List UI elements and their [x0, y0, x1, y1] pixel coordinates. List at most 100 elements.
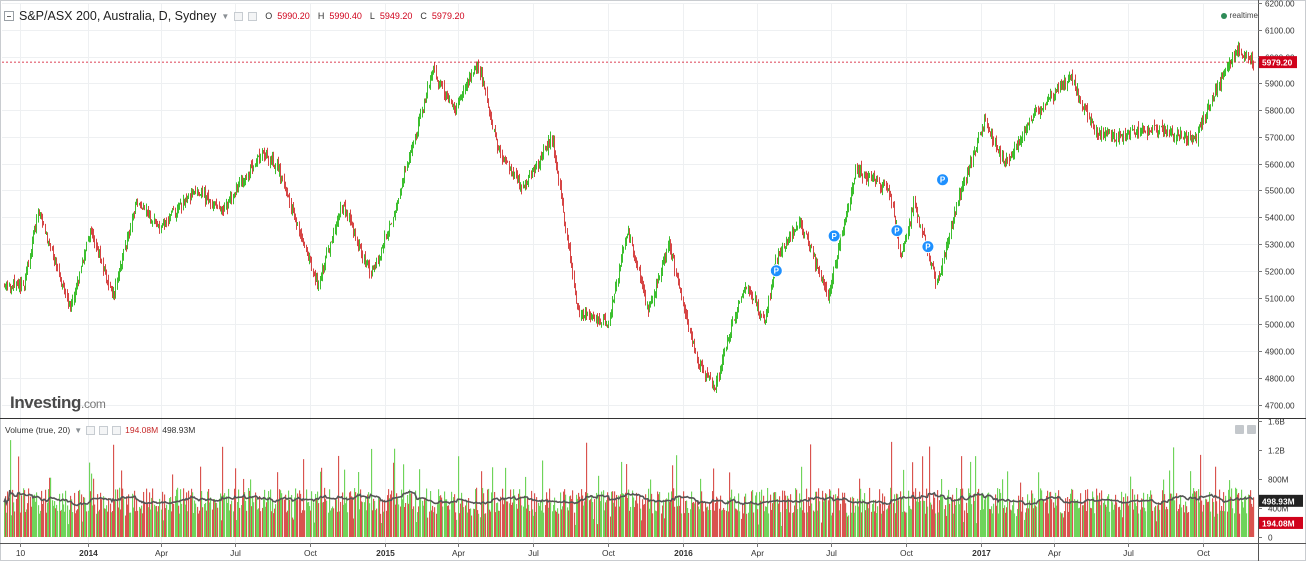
- chevron-down-icon[interactable]: ▼: [221, 11, 230, 21]
- volume-bar: [687, 507, 689, 537]
- volume-bar: [998, 513, 1000, 537]
- volume-bar: [779, 496, 781, 537]
- volume-bar: [184, 499, 186, 537]
- volume-bar: [1229, 480, 1231, 537]
- volume-bar: [1225, 495, 1227, 537]
- volume-bar: [719, 508, 721, 537]
- volume-bar: [621, 461, 623, 537]
- volume-bar: [409, 489, 411, 537]
- volume-bar: [263, 497, 265, 537]
- volume-bar: [883, 510, 885, 537]
- volume-bar: [210, 497, 212, 537]
- volume-bar: [835, 494, 837, 537]
- volume-bar: [585, 492, 587, 537]
- volume-bar: [803, 501, 805, 537]
- volume-bar: [410, 493, 412, 537]
- volume-bar: [351, 496, 353, 537]
- volume-bar: [596, 492, 598, 537]
- volume-bar: [591, 495, 593, 537]
- volume-bar: [207, 491, 209, 537]
- volume-bar: [637, 503, 639, 537]
- volume-bar: [893, 503, 895, 537]
- volume-bar: [258, 508, 260, 537]
- volume-bar: [651, 493, 653, 537]
- volume-bar: [299, 490, 301, 537]
- volume-bar: [1246, 513, 1248, 537]
- chevron-down-icon[interactable]: ▼: [74, 425, 83, 435]
- move-up-icon[interactable]: [1235, 425, 1244, 434]
- volume-bar: [106, 505, 108, 537]
- volume-bar: [1242, 501, 1244, 537]
- volume-bar: [98, 511, 100, 537]
- volume-bar: [168, 509, 170, 537]
- settings-icon[interactable]: [234, 11, 244, 21]
- event-marker[interactable]: P: [921, 240, 935, 254]
- close-icon[interactable]: [112, 425, 122, 435]
- symbol-title: S&P/ASX 200, Australia, D, Sydney: [19, 9, 217, 23]
- volume-bar: [565, 494, 567, 537]
- eye-icon[interactable]: [86, 425, 96, 435]
- volume-bar: [930, 502, 932, 537]
- volume-bar: [1181, 507, 1183, 537]
- volume-bar: [1237, 494, 1239, 537]
- volume-bar: [1185, 501, 1187, 537]
- volume-bar: [1165, 509, 1167, 537]
- volume-bar: [242, 497, 244, 537]
- high-label: H: [317, 11, 325, 21]
- volume-bar: [324, 487, 326, 537]
- volume-bar: [262, 507, 264, 537]
- volume-bar: [806, 488, 808, 537]
- volume-bar: [108, 498, 110, 537]
- volume-bar: [39, 513, 41, 537]
- volume-bar: [1173, 447, 1175, 537]
- volume-bar: [1187, 512, 1189, 537]
- volume-bar: [881, 513, 883, 537]
- event-marker[interactable]: P: [890, 224, 904, 238]
- volume-bar: [146, 488, 148, 537]
- volume-bar: [816, 491, 818, 537]
- volume-bar: [375, 510, 377, 537]
- volume-bar: [339, 511, 341, 537]
- volume-bar: [649, 508, 651, 537]
- volume-bar: [1227, 511, 1229, 537]
- volume-bar: [1094, 513, 1096, 537]
- event-marker[interactable]: P: [936, 173, 950, 187]
- event-marker[interactable]: P: [827, 229, 841, 243]
- volume-bar: [489, 509, 491, 537]
- volume-bar: [185, 504, 187, 537]
- volume-bar: [352, 497, 354, 537]
- volume-bar: [175, 496, 177, 537]
- volume-bar: [1198, 489, 1200, 537]
- volume-bar: [328, 512, 330, 537]
- close-icon[interactable]: [248, 11, 258, 21]
- collapse-icon[interactable]: [4, 11, 14, 21]
- volume-bar: [293, 519, 295, 537]
- volume-bar: [157, 511, 159, 537]
- move-down-icon[interactable]: [1247, 425, 1256, 434]
- volume-bar: [286, 512, 288, 537]
- volume-bar: [6, 512, 8, 537]
- volume-bar: [572, 490, 574, 537]
- volume-bar: [308, 501, 310, 537]
- volume-bar: [418, 506, 420, 537]
- volume-bar: [910, 508, 912, 537]
- settings-icon[interactable]: [99, 425, 109, 435]
- volume-bar: [1041, 490, 1043, 537]
- volume-bar: [1169, 470, 1171, 537]
- volume-bar: [14, 511, 16, 537]
- volume-bar: [547, 498, 549, 537]
- volume-bar: [568, 510, 570, 537]
- volume-bar: [53, 505, 55, 537]
- volume-bar: [782, 490, 784, 537]
- volume-bar: [690, 509, 692, 537]
- volume-bar: [938, 512, 940, 537]
- volume-bar: [509, 503, 511, 537]
- volume-bar: [534, 493, 536, 537]
- volume-bar: [527, 498, 529, 537]
- volume-bar: [1072, 489, 1074, 537]
- volume-bar: [397, 497, 399, 537]
- volume-bar: [18, 456, 20, 537]
- event-marker[interactable]: P: [769, 264, 783, 278]
- volume-bar: [405, 502, 407, 537]
